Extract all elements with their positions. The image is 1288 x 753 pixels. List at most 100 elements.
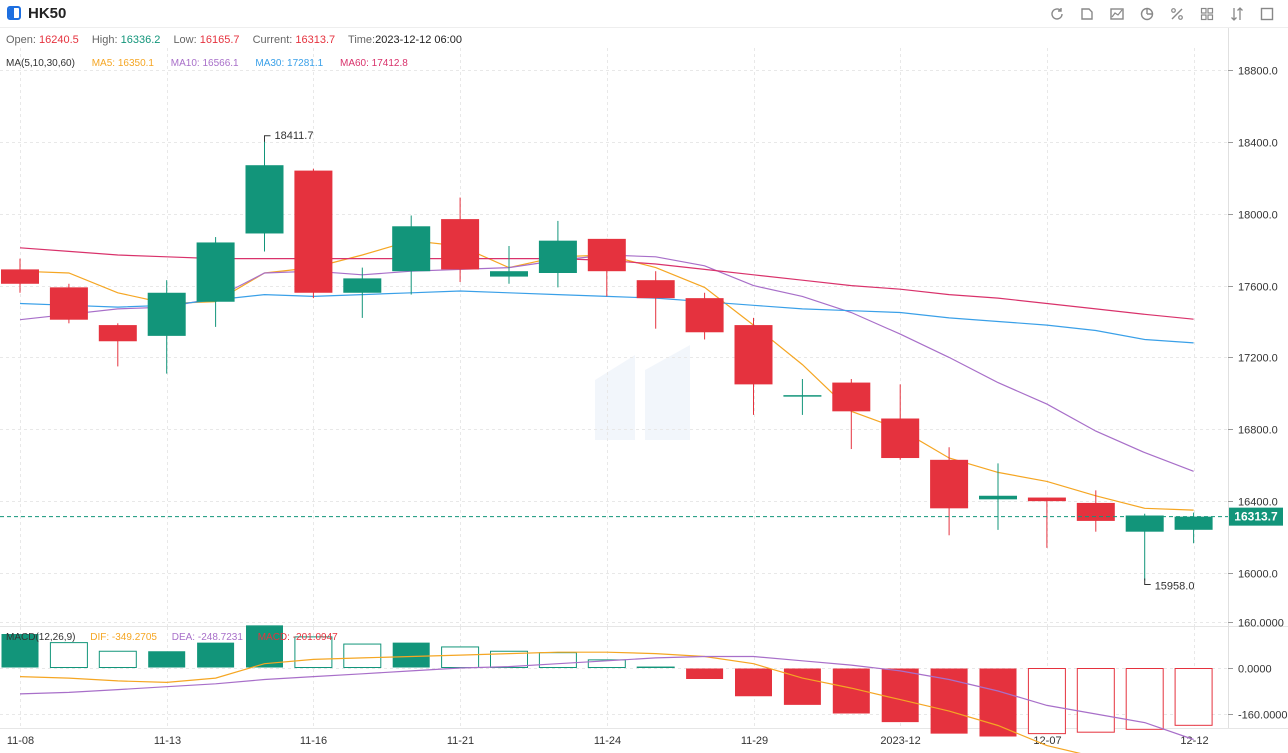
macd-value-legend: MACD: -201.0947: [257, 632, 338, 643]
candle-body: [1027, 497, 1066, 502]
macd-tick-label: -160.0000: [1238, 710, 1288, 722]
macd-bar: [1027, 668, 1066, 735]
time-label: Time:: [348, 34, 376, 46]
macd-bar: [343, 643, 382, 668]
low-label: Low:: [173, 34, 197, 46]
current-label: Current:: [252, 34, 293, 46]
ma-legend: MA(5,10,30,60) MA5: 16350.1 MA10: 16566.…: [6, 58, 422, 69]
fullscreen-icon[interactable]: [1254, 4, 1280, 24]
macd-bar: [392, 642, 430, 668]
candle-body: [538, 240, 577, 273]
candle-body: [441, 219, 480, 270]
time-tick-label: 12-07: [1033, 735, 1061, 747]
macd-tick-label: 0.0000: [1238, 664, 1272, 676]
ma-legend-title: MA(5,10,30,60): [6, 58, 75, 69]
price-tick-label: 18000.0: [1238, 210, 1278, 222]
time-tick-label: 11-13: [154, 735, 181, 747]
price-tick-label: 18400.0: [1238, 138, 1278, 150]
macd-bar: [98, 650, 137, 668]
macd-bar: [686, 668, 724, 679]
watermark-logo: [595, 345, 690, 440]
candle-body: [685, 298, 724, 333]
refresh-icon[interactable]: [1044, 4, 1070, 24]
draw-tool-icon[interactable]: [1074, 4, 1100, 24]
macd-bar: [246, 625, 283, 668]
candle-body: [1, 269, 39, 284]
candle-body: [245, 165, 284, 234]
price-tick-label: 16800.0: [1238, 425, 1278, 437]
macd-bar: [148, 651, 186, 668]
macd-bar: [49, 642, 88, 668]
macd-bar: [979, 668, 1017, 737]
current-value: 16313.7: [295, 34, 336, 46]
macd-bar: [1174, 668, 1213, 726]
sort-icon[interactable]: [1224, 4, 1250, 24]
grid-layout-icon[interactable]: [1194, 4, 1220, 24]
price-tick-label: 17200.0: [1238, 353, 1278, 365]
candle-body: [49, 287, 88, 320]
dea-line: [19, 655, 1194, 741]
candle-body: [587, 238, 626, 272]
macd-bar: [441, 646, 480, 668]
candle-body: [196, 242, 235, 302]
time-tick-label: 11-08: [7, 735, 34, 747]
price-tick-label: 17600.0: [1238, 282, 1278, 294]
low-marker: [1144, 578, 1151, 586]
macd-bar: [197, 642, 235, 668]
macd-bar: [587, 659, 626, 668]
high-annotation: 18411.7: [275, 130, 314, 142]
candle-body: [832, 382, 871, 412]
candle-body: [98, 325, 137, 342]
macd-bar: [294, 636, 333, 668]
candle-body: [343, 278, 382, 293]
candle-body: [490, 271, 528, 277]
chart-type-icon[interactable]: [1104, 4, 1130, 24]
macd-legend: MACD(12,26,9) DIF: -349.2705 DEA: -248.7…: [6, 632, 350, 643]
macd-tick-label: 160.0000: [1238, 618, 1284, 630]
macd-bar: [1, 634, 39, 668]
ohlc-info-row: Open: 16240.5 High: 16336.2 Low: 16165.7…: [6, 34, 472, 46]
candle-body: [930, 459, 969, 509]
time-tick-label: 11-16: [300, 735, 327, 747]
candle-body: [881, 418, 920, 459]
candle-body: [147, 292, 186, 336]
candle-body: [1125, 515, 1164, 532]
percent-icon[interactable]: [1164, 4, 1190, 24]
macd-bar: [538, 652, 577, 668]
price-tick-label: 18800.0: [1238, 66, 1278, 78]
candle-body: [1076, 502, 1115, 521]
macd-bar: [1125, 668, 1164, 730]
logo-icon: [7, 6, 21, 20]
ma10-legend: MA10: 16566.1: [170, 58, 239, 69]
current-price-label: 16313.7: [1234, 510, 1278, 524]
high-label: High:: [91, 34, 118, 46]
dea-legend: DEA: -248.7231: [171, 632, 243, 643]
candle-body: [1174, 516, 1213, 530]
candle-body: [783, 395, 822, 397]
candle-body: [734, 325, 773, 385]
macd-bar: [490, 650, 528, 668]
candle-body: [979, 495, 1017, 500]
candle-body: [636, 280, 675, 299]
price-tick-label: 16000.0: [1238, 569, 1278, 581]
dif-legend: DIF: -349.2705: [90, 632, 157, 643]
candle-body: [392, 226, 431, 272]
price-tick-label: 16400.0: [1238, 497, 1278, 509]
ma60-legend: MA60: 17412.8: [339, 58, 408, 69]
time-tick-label: 11-29: [741, 735, 768, 747]
macd-bar: [735, 668, 772, 697]
symbol-title: HK50: [28, 5, 67, 22]
time-value: 2023-12-12 06:00: [375, 34, 462, 46]
high-marker: [264, 135, 271, 142]
pie-icon[interactable]: [1134, 4, 1160, 24]
dif-line: [19, 651, 1081, 753]
macd-bar: [1076, 668, 1115, 733]
open-value: 16240.5: [39, 34, 79, 46]
top-bar: HK50: [0, 0, 1288, 28]
time-tick-label: 2023-12: [880, 735, 920, 747]
candle-body: [294, 170, 333, 293]
ma5-legend: MA5: 16350.1: [91, 58, 154, 69]
low-value: 16165.7: [199, 34, 240, 46]
toolbar: [1044, 4, 1280, 24]
